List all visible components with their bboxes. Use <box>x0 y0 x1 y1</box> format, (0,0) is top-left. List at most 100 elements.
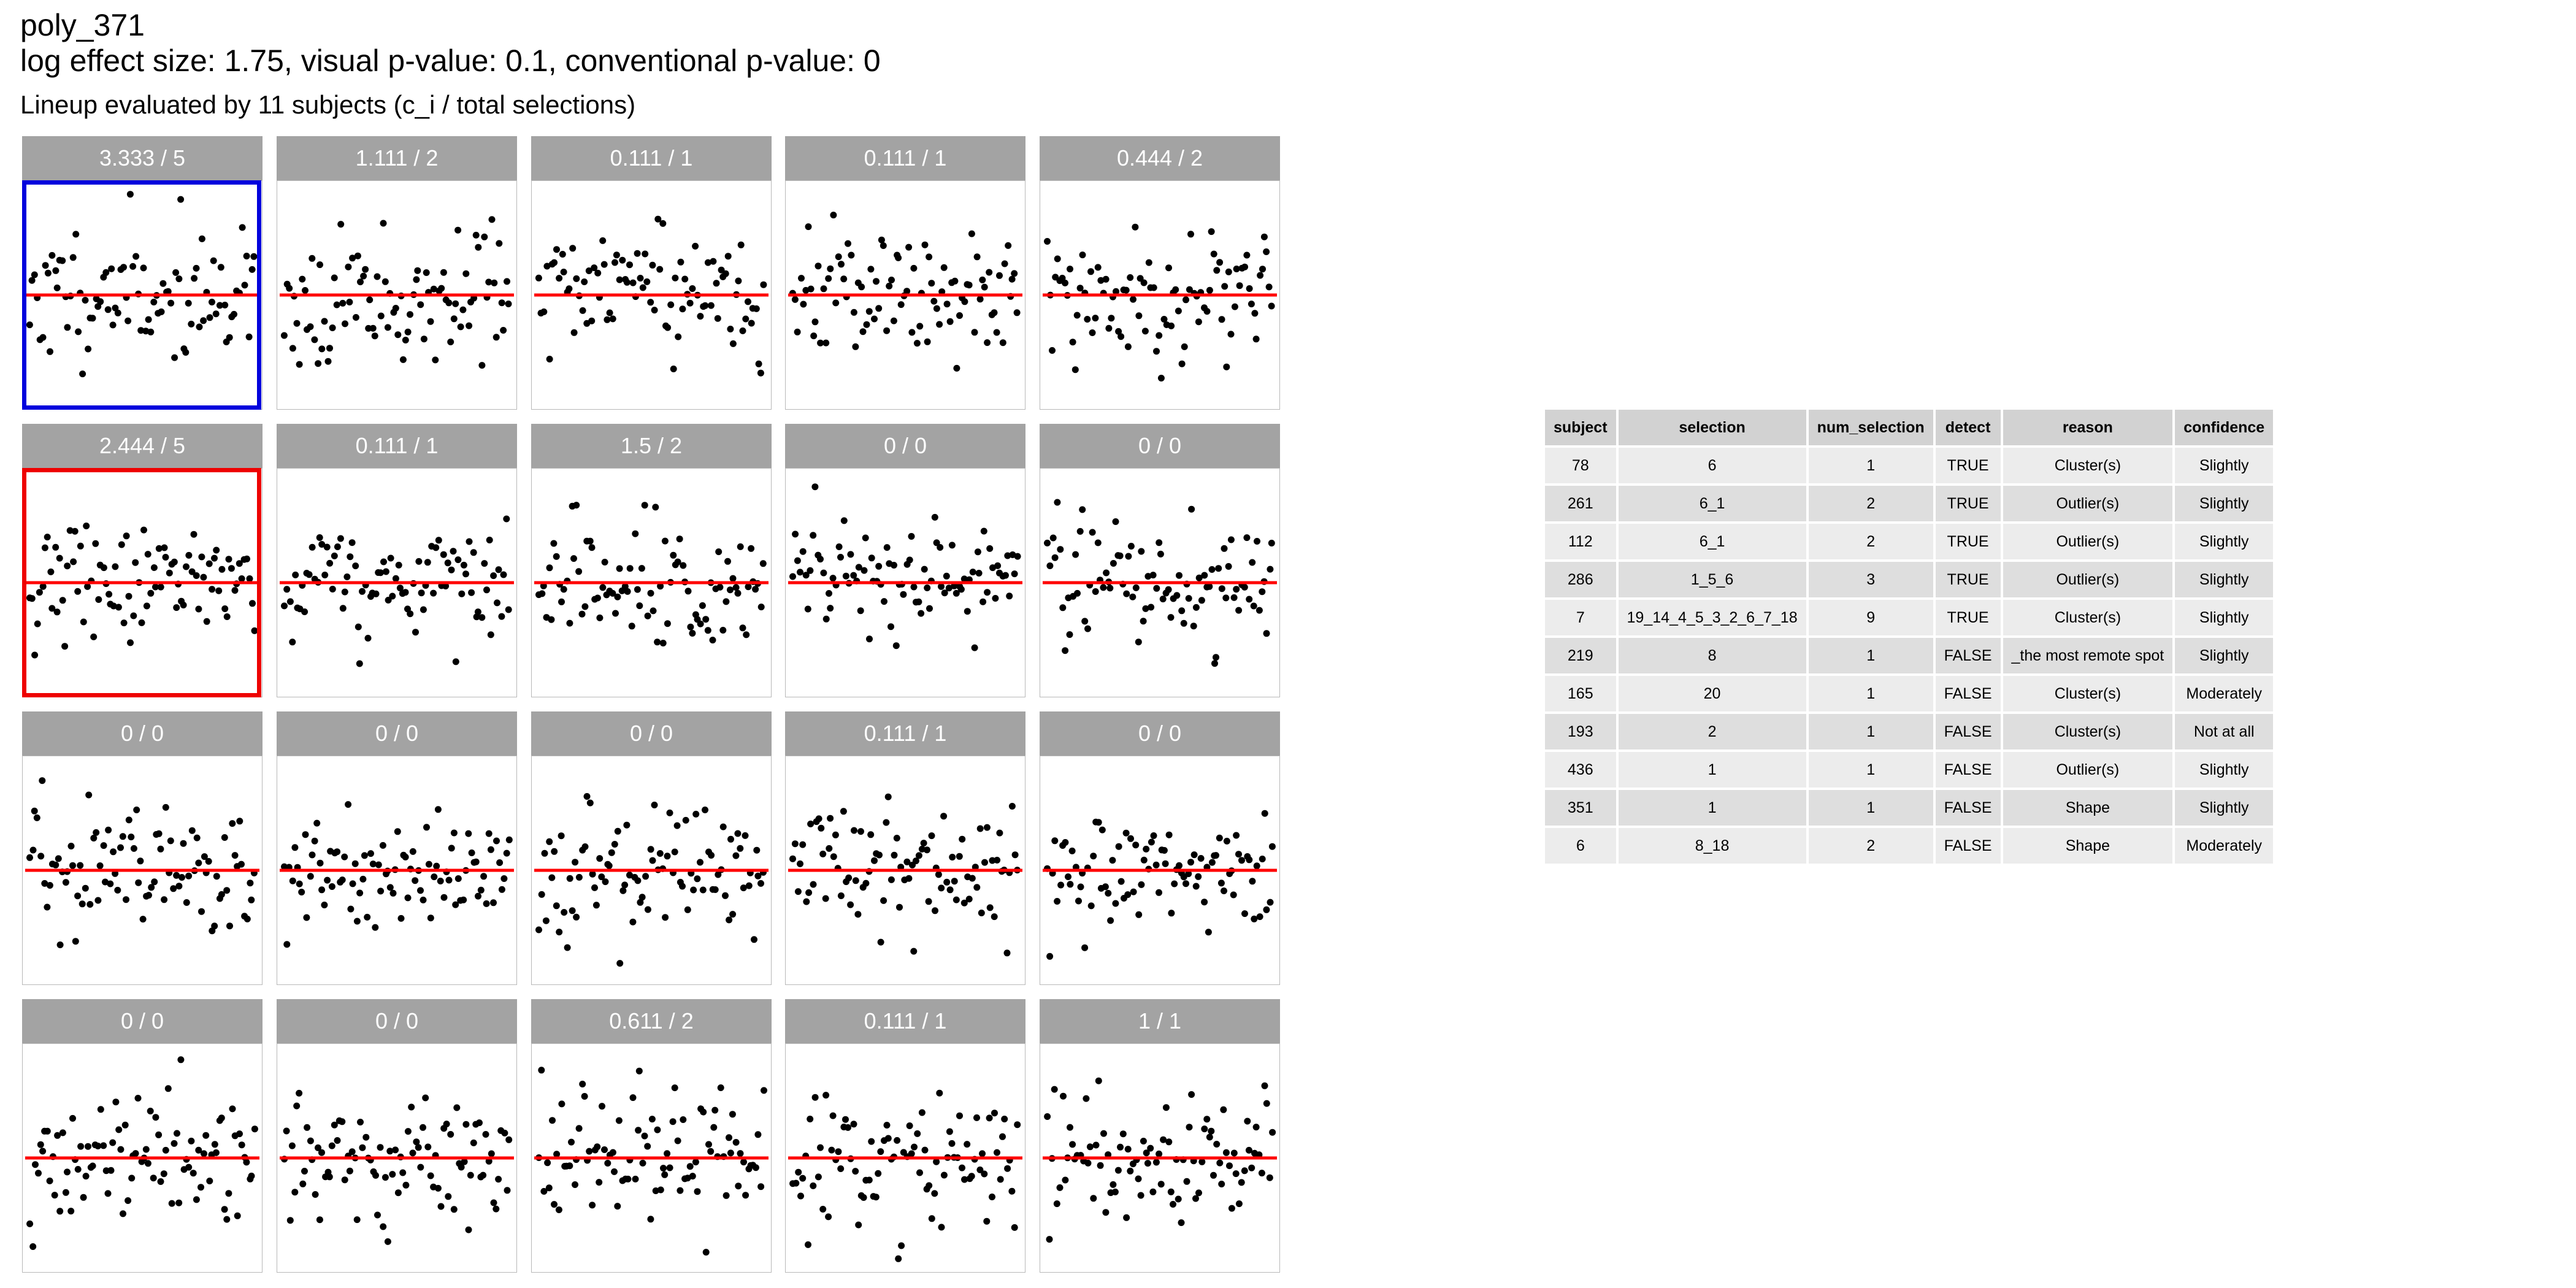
scatter-point <box>850 1121 857 1128</box>
lineup-panel[interactable]: 0 / 0 <box>277 999 517 1273</box>
scatter-point <box>100 842 107 849</box>
scatter-point <box>74 1166 82 1173</box>
scatter-point <box>799 1175 807 1182</box>
scatter-point <box>657 1186 664 1194</box>
scatter-point <box>47 348 53 355</box>
table-cell: 165 <box>1545 676 1616 711</box>
scatter-point <box>1147 1144 1154 1152</box>
scatter-point <box>372 590 380 597</box>
scatter-point <box>110 848 117 856</box>
scatter-point <box>1095 1077 1102 1084</box>
table-cell: 2 <box>1808 486 1933 521</box>
scatter-point <box>346 1167 353 1175</box>
scatter-point <box>634 586 641 593</box>
scatter-point <box>229 1105 236 1113</box>
scatter-point <box>150 564 158 571</box>
table-cell: Cluster(s) <box>2003 448 2173 483</box>
scatter-point <box>921 1146 929 1154</box>
scatter-point <box>661 1171 669 1178</box>
lineup-panel[interactable]: 0 / 0 <box>1040 424 1280 697</box>
scatter-point <box>810 332 818 340</box>
scatter-point <box>798 275 805 282</box>
scatter-point <box>794 888 802 895</box>
scatter-point <box>380 558 387 565</box>
lineup-panel[interactable]: 0.444 / 2 <box>1040 136 1280 410</box>
scatter-point <box>420 896 427 903</box>
scatter-point <box>984 589 991 596</box>
lineup-panel[interactable]: 0 / 0 <box>22 711 263 985</box>
scatter-point <box>205 857 212 865</box>
scatter-point <box>1246 596 1253 603</box>
scatter-point <box>1111 1188 1119 1195</box>
scatter-point <box>1256 913 1263 921</box>
lineup-panel[interactable]: 0.111 / 1 <box>277 424 517 697</box>
scatter-point <box>911 1143 918 1151</box>
scatter-point <box>134 1095 142 1102</box>
scatter-point <box>1233 266 1240 272</box>
lineup-panel[interactable]: 0 / 0 <box>22 999 263 1273</box>
scatter-point <box>135 879 142 886</box>
lineup-panel[interactable]: 0.111 / 1 <box>785 136 1025 410</box>
scatter-point <box>1160 847 1168 854</box>
scatter-point <box>404 894 412 902</box>
scatter-point <box>1259 266 1266 273</box>
lineup-panel[interactable]: 3.333 / 5 <box>22 136 263 410</box>
scatter-point <box>171 558 178 565</box>
scatter-point <box>986 1114 993 1122</box>
scatter-point <box>614 1203 621 1210</box>
scatter-point <box>974 548 981 556</box>
scatter-point <box>594 269 602 277</box>
lineup-panel[interactable]: 0 / 0 <box>531 711 772 985</box>
scatter-point <box>381 278 389 285</box>
scatter-point <box>472 858 480 865</box>
scatter-point <box>44 1127 51 1135</box>
scatter-point <box>838 261 845 268</box>
scatter-point <box>203 618 210 625</box>
scatter-point <box>1248 1164 1255 1171</box>
lineup-panel[interactable]: 0.111 / 1 <box>785 999 1025 1273</box>
scatter-point <box>896 903 903 911</box>
scatter-point <box>89 315 96 322</box>
scatter-point <box>1190 623 1197 630</box>
lineup-panel[interactable]: 0 / 0 <box>277 711 517 985</box>
lineup-panel[interactable]: 1.111 / 2 <box>277 136 517 410</box>
scatter-point <box>339 605 347 612</box>
scatter-point <box>488 1150 495 1157</box>
scatter-point <box>243 555 250 562</box>
scatter-point <box>700 1108 707 1116</box>
scatter-point <box>943 301 951 308</box>
lineup-panel[interactable]: 0.111 / 1 <box>531 136 772 410</box>
panel-plot <box>22 468 263 697</box>
table-row: 193 2 1 FALSE Cluster(s) Not at all <box>1545 714 2274 749</box>
scatter-point <box>960 575 968 583</box>
scatter-point <box>468 849 475 856</box>
scatter-point <box>1245 1146 1252 1154</box>
lineup-panel[interactable]: 0.611 / 2 <box>531 999 772 1273</box>
scatter-point <box>826 845 833 852</box>
scatter-point <box>173 604 180 611</box>
scatter-point <box>377 312 385 320</box>
scatter-point <box>1008 275 1016 283</box>
scatter-point <box>1102 275 1110 283</box>
scatter-point <box>467 1171 474 1179</box>
scatter-point <box>466 538 473 545</box>
scatter-point <box>1258 1170 1265 1177</box>
scatter-point <box>1160 1136 1167 1143</box>
table-cell: 2 <box>1808 828 1933 864</box>
scatter-point <box>231 587 239 594</box>
lineup-panel[interactable]: 1 / 1 <box>1040 999 1280 1273</box>
scatter-point <box>394 331 402 339</box>
scatter-point <box>371 332 378 340</box>
lineup-panel[interactable]: 0 / 0 <box>785 424 1025 697</box>
scatter-point <box>289 345 296 352</box>
scatter-point <box>938 1224 945 1231</box>
lineup-panel[interactable]: 0.111 / 1 <box>785 711 1025 985</box>
scatter-point <box>797 569 803 576</box>
lineup-panel[interactable]: 2.444 / 5 <box>22 424 263 697</box>
scatter-point <box>877 1148 884 1156</box>
scatter-point <box>417 301 424 309</box>
lineup-panel[interactable]: 0 / 0 <box>1040 711 1280 985</box>
scatter-point <box>959 835 966 843</box>
lineup-panel[interactable]: 1.5 / 2 <box>531 424 772 697</box>
scatter-point <box>575 1125 583 1132</box>
